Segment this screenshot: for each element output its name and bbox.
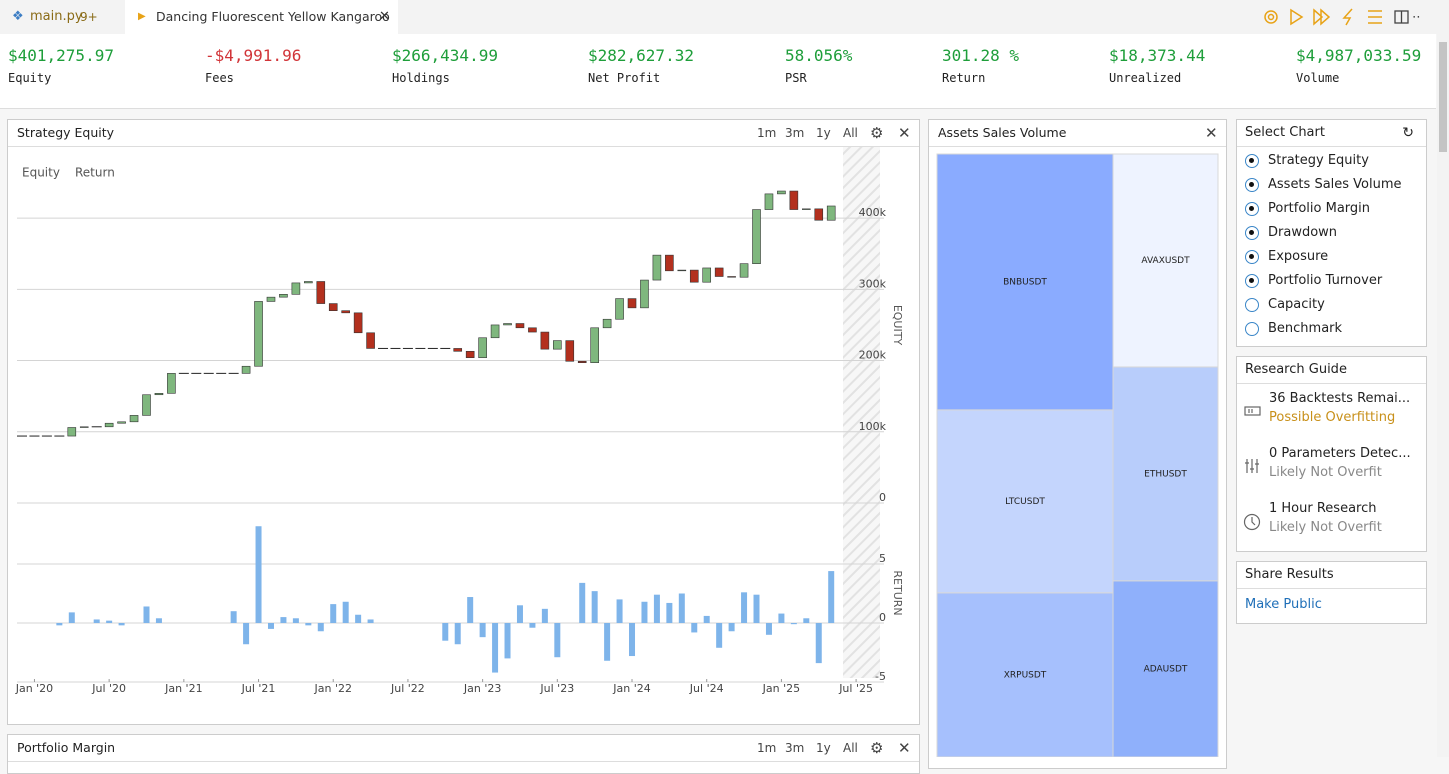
panel-title: Assets Sales Volume [929, 120, 1226, 147]
range-button[interactable]: 1y [816, 126, 831, 140]
tab[interactable]: ▶ Dancing Fluorescent Yellow Kangaroo ✕ [125, 0, 398, 34]
range-button[interactable]: 3m [785, 126, 805, 140]
range-button[interactable]: 1m [757, 741, 777, 755]
radio [1245, 225, 1259, 240]
stat-label: Unrealized [1109, 71, 1182, 85]
close-icon[interactable]: ✕ [898, 739, 911, 757]
stat: 301.28 % Return [942, 46, 1019, 85]
stat-label: Fees [205, 71, 234, 85]
radio [1245, 321, 1259, 336]
chart-option[interactable]: Drawdown [1245, 225, 1337, 240]
tab-label: Dancing Fluorescent Yellow Kangaroo [156, 9, 390, 24]
box-title-text: Select Chart [1245, 125, 1325, 140]
guide-status: Likely Not Overfit [1269, 465, 1382, 480]
guide-status: Possible Overfitting [1269, 410, 1396, 425]
option-label: Exposure [1268, 249, 1329, 264]
tab-close[interactable]: ✕ [379, 9, 390, 24]
chart-option[interactable]: Exposure [1245, 249, 1328, 264]
stat: $18,373.44 Unrealized [1109, 46, 1205, 85]
radio [1245, 249, 1259, 264]
tab-badge: 9+ [80, 10, 98, 24]
stat: -$4,991.96 Fees [205, 46, 301, 85]
chart-option[interactable]: Benchmark [1245, 321, 1342, 336]
stat: $282,627.32 Net Profit [588, 46, 694, 85]
panel-title-text: Assets Sales Volume [938, 125, 1067, 140]
stat-value: $266,434.99 [392, 46, 498, 65]
toolbar-icons[interactable]: ⋯ [1260, 7, 1420, 27]
stat: $266,434.99 Holdings [392, 46, 498, 85]
stat: $401,275.97 Equity [8, 46, 114, 85]
stat-label: Holdings [392, 71, 450, 85]
radio [1245, 297, 1259, 312]
guide-title: 0 Parameters Detec... [1269, 446, 1411, 461]
stat: $4,987,033.59 Volume [1296, 46, 1421, 85]
guide-status: Likely Not Overfit [1269, 520, 1382, 535]
range-button[interactable]: 1m [757, 126, 777, 140]
range-button[interactable]: 3m [785, 741, 805, 755]
stats-bar: $401,275.97 Equity -$4,991.96 Fees $266,434.… [0, 34, 1436, 109]
settings-icon[interactable]: ⚙ [870, 739, 884, 757]
panel-title-text: Strategy Equity [17, 125, 115, 140]
stat-value: -$4,991.96 [205, 46, 302, 65]
close-icon[interactable]: ✕ [1205, 124, 1218, 142]
settings-icon[interactable]: ⚙ [870, 124, 884, 142]
option-label: Drawdown [1268, 225, 1338, 240]
stat-value: $282,627.32 [588, 46, 694, 65]
tab[interactable]: ❖ main.py 9+ [0, 0, 125, 34]
option-label: Assets Sales Volume [1268, 177, 1402, 192]
equity-panel: Strategy Equity 1m 3m 1y All ⚙ ✕ [7, 119, 920, 725]
stat-label: Return [942, 71, 986, 85]
stat-value: $4,987,033.59 [1296, 46, 1422, 65]
radio [1245, 201, 1259, 216]
option-label: Portfolio Margin [1268, 201, 1371, 216]
stat-label: Volume [1296, 71, 1340, 85]
guide-icons [1243, 406, 1261, 531]
svg-text:⋯: ⋯ [1412, 10, 1420, 25]
box-title: Select Chart ↻ [1237, 120, 1426, 147]
option-label: Strategy Equity [1268, 153, 1369, 168]
box-title: Research Guide [1237, 357, 1426, 384]
stat-value: $401,275.97 [8, 46, 114, 65]
stat-value: 58.056% [785, 46, 853, 65]
range-button[interactable]: All [843, 126, 858, 140]
range-button[interactable]: All [843, 741, 858, 755]
guide-title: 36 Backtests Remai... [1269, 391, 1411, 406]
share-link[interactable]: Make Public [1245, 597, 1322, 612]
stat-label: Net Profit [588, 71, 661, 85]
stat-value: 301.28 % [942, 46, 1020, 65]
radio [1245, 273, 1259, 288]
stat: 58.056% PSR [785, 46, 852, 85]
panel-title-text: Portfolio Margin [17, 740, 116, 755]
radio [1245, 177, 1259, 192]
close-icon[interactable]: ✕ [898, 124, 911, 142]
chart-option[interactable]: Capacity [1245, 297, 1325, 312]
tab-label: main.py [30, 9, 83, 24]
scrollbar[interactable] [1437, 34, 1449, 757]
select-chart: Select Chart ↻ Strategy Equity Assets Sale… [1236, 119, 1427, 347]
tab-bar: ❖ main.py 9+ ▶ Dancing Fluorescent Yello… [0, 0, 1449, 34]
research-guide: Research Guide 36 Backtests Remai... Poss… [1236, 356, 1427, 552]
panel-title: Portfolio Margin [8, 735, 919, 762]
margin-panel: Portfolio Margin 1m 3m 1y All ⚙ ✕ [7, 734, 920, 774]
chart-option[interactable]: Portfolio Margin [1245, 201, 1370, 216]
range-button[interactable]: 1y [816, 741, 831, 755]
option-label: Capacity [1268, 297, 1325, 312]
box-title: Share Results [1237, 562, 1426, 589]
assets-panel: Assets Sales Volume ✕ [928, 119, 1227, 769]
stat-label: Equity [8, 71, 52, 85]
guide-title: 1 Hour Research [1269, 501, 1377, 516]
radio [1245, 153, 1259, 168]
scroll-thumb[interactable] [1439, 42, 1447, 152]
chart-option[interactable]: Assets Sales Volume [1245, 177, 1402, 192]
option-label: Benchmark [1268, 321, 1343, 336]
panel-title: Strategy Equity [8, 120, 919, 147]
share-results: Share Results Make Public [1236, 561, 1427, 624]
option-label: Portfolio Turnover [1268, 273, 1383, 288]
chart-option[interactable]: Strategy Equity [1245, 153, 1369, 168]
chart-option[interactable]: Portfolio Turnover [1245, 273, 1382, 288]
stat-label: PSR [785, 71, 807, 85]
stat-value: $18,373.44 [1109, 46, 1206, 65]
